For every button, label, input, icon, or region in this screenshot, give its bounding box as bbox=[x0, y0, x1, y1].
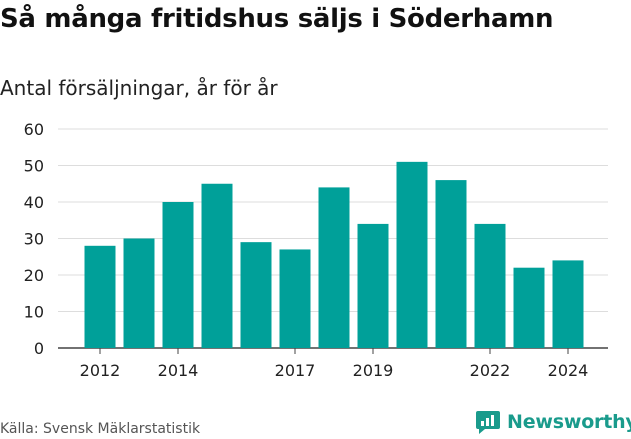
y-tick-label: 60 bbox=[24, 120, 44, 139]
bar-2022 bbox=[474, 223, 506, 348]
bar-2012 bbox=[84, 245, 116, 348]
y-tick-label: 10 bbox=[24, 303, 44, 322]
bar-2023 bbox=[513, 267, 545, 348]
bar-2015 bbox=[201, 183, 233, 348]
bar-2013 bbox=[123, 238, 155, 348]
y-tick-label: 40 bbox=[24, 193, 44, 212]
y-tick-label: 0 bbox=[34, 339, 44, 358]
bar-2024 bbox=[552, 260, 584, 348]
y-tick-label: 30 bbox=[24, 230, 44, 249]
bar-2017 bbox=[279, 249, 311, 348]
source-note: Källa: Svensk Mäklarstatistik bbox=[0, 421, 201, 437]
bar-2016 bbox=[240, 242, 272, 348]
x-tick-label: 2022 bbox=[470, 361, 511, 380]
y-axis-ticks: 0 10 20 30 40 50 60 bbox=[24, 120, 44, 358]
bar-chart: 0 10 20 30 40 50 60 2012 2014 2017 2019 2022 2024 bbox=[24, 120, 608, 380]
logo-text: Newsworthy bbox=[507, 411, 631, 433]
bar-2020 bbox=[396, 161, 428, 348]
x-tick-label: 2019 bbox=[353, 361, 394, 380]
x-axis-ticks: 2012 2014 2017 2019 2022 2024 bbox=[80, 348, 589, 380]
bar-2018 bbox=[318, 187, 350, 348]
bar-2021 bbox=[435, 180, 467, 348]
x-tick-label: 2017 bbox=[275, 361, 316, 380]
bar-series bbox=[84, 161, 584, 348]
y-tick-label: 50 bbox=[24, 157, 44, 176]
newsworthy-logo: Newsworthy bbox=[475, 408, 631, 436]
y-tick-label: 20 bbox=[24, 266, 44, 285]
bar-2014 bbox=[162, 202, 194, 348]
x-tick-label: 2024 bbox=[548, 361, 589, 380]
chat-bubble-chart-icon bbox=[476, 411, 500, 434]
chart-title: Så många fritidshus säljs i Söderhamn bbox=[0, 4, 554, 34]
x-tick-label: 2014 bbox=[158, 361, 199, 380]
x-tick-label: 2012 bbox=[80, 361, 121, 380]
bar-2019 bbox=[357, 223, 389, 348]
chart-subtitle: Antal försäljningar, år för år bbox=[0, 76, 278, 100]
